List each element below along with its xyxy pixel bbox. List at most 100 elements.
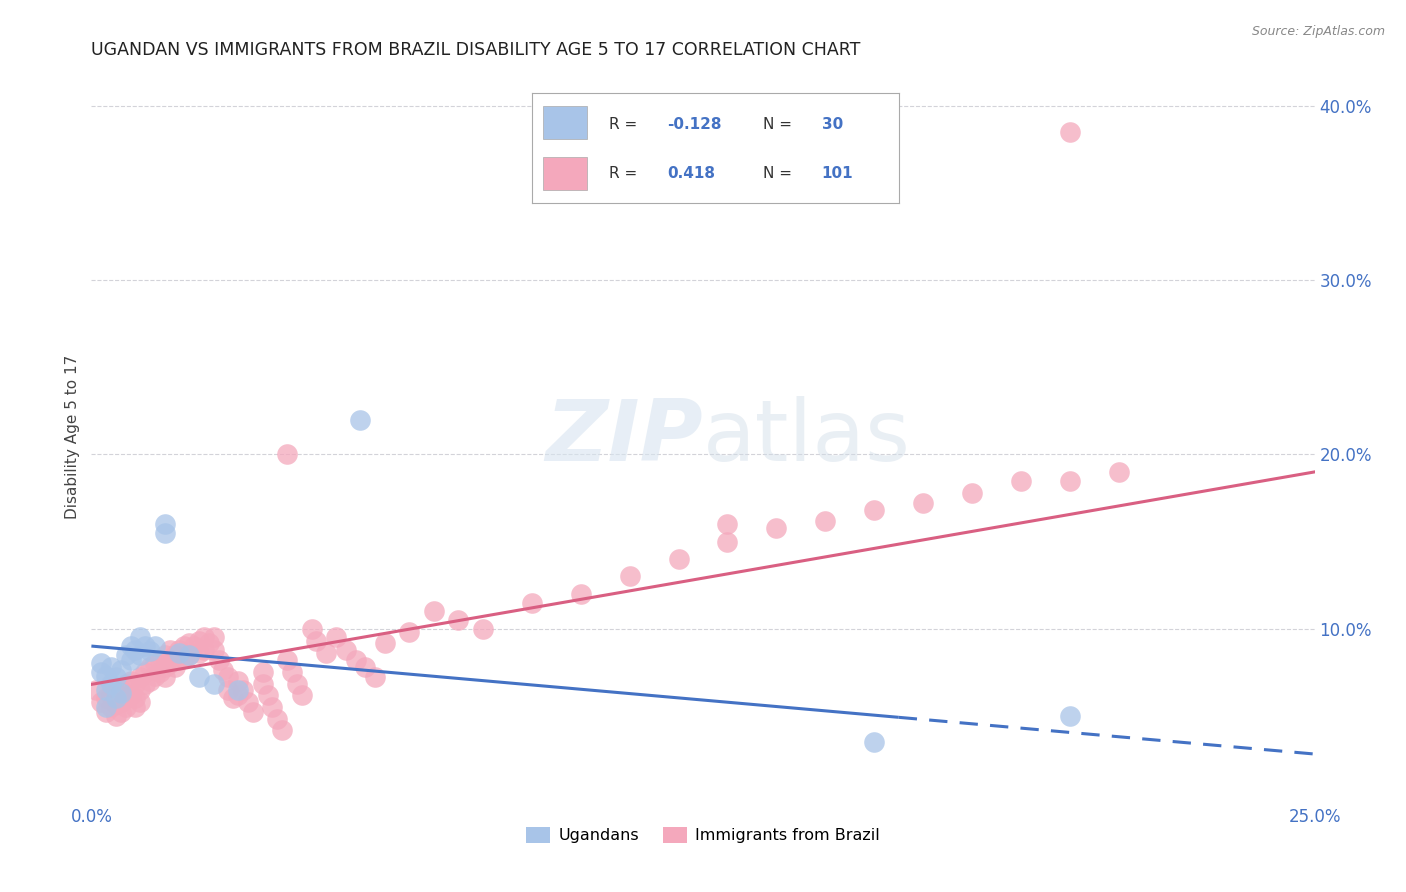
Point [110,695,132,709]
Point [100,700,122,714]
Point [236,695,259,709]
Point [569,587,592,601]
Text: ZIP: ZIP [546,395,703,479]
Point [149,665,172,680]
Point [960,485,983,500]
Point [124,677,146,691]
Point [153,525,176,540]
Point [114,648,136,662]
Point [120,673,142,688]
Point [129,631,152,645]
Point [169,646,191,660]
Point [315,646,337,660]
Point [124,700,146,714]
Point [276,448,298,462]
Point [188,646,211,660]
Point [179,648,201,662]
Point [94,668,117,682]
Point [143,657,166,671]
Point [173,639,195,653]
Point [153,648,176,662]
Point [202,631,225,645]
Point [262,700,284,714]
Point [193,631,215,645]
Point [104,686,127,700]
Point [423,604,446,618]
Y-axis label: Disability Age 5 to 17: Disability Age 5 to 17 [65,355,80,519]
Point [110,686,132,700]
Point [1059,125,1081,139]
Point [114,700,136,714]
Point [153,670,176,684]
Point [134,639,156,653]
Point [716,517,738,532]
Point [619,569,641,583]
Point [149,653,172,667]
Point [305,633,328,648]
Point [344,653,367,667]
Point [110,682,132,697]
Point [276,653,298,667]
Point [1108,465,1130,479]
Point [863,735,886,749]
Point [179,648,201,662]
Point [179,635,201,649]
Point [447,613,470,627]
Point [104,708,127,723]
Point [169,642,191,657]
Point [226,688,249,702]
Legend: Ugandans, Immigrants from Brazil: Ugandans, Immigrants from Brazil [520,821,886,850]
Point [129,682,152,697]
Point [1010,474,1032,488]
Point [110,664,132,678]
Point [100,688,122,702]
Point [226,673,249,688]
Point [90,657,112,671]
Point [232,682,254,697]
Point [94,700,117,714]
Point [104,691,127,706]
Point [252,677,274,691]
Point [124,691,146,706]
Point [198,635,221,649]
Point [354,660,377,674]
Point [335,642,357,657]
Text: atlas: atlas [703,395,911,479]
Point [242,705,264,719]
Point [188,633,211,648]
Point [471,622,494,636]
Point [374,635,396,649]
Point [114,691,136,706]
Point [266,712,288,726]
Point [134,665,156,680]
Point [291,688,314,702]
Point [84,682,107,697]
Point [143,639,166,653]
Point [173,651,195,665]
Point [124,642,146,657]
Point [143,668,166,682]
Point [129,648,152,662]
Point [153,517,176,532]
Point [668,552,690,566]
Point [301,622,323,636]
Point [129,695,152,709]
Point [139,660,162,674]
Point [94,705,117,719]
Point [114,677,136,691]
Point [120,639,142,653]
Point [193,642,215,657]
Point [153,660,176,674]
Text: UGANDAN VS IMMIGRANTS FROM BRAZIL DISABILITY AGE 5 TO 17 CORRELATION CHART: UGANDAN VS IMMIGRANTS FROM BRAZIL DISABI… [91,41,860,59]
Point [226,682,249,697]
Point [281,665,304,680]
Point [716,534,738,549]
Point [120,653,142,667]
Point [212,664,235,678]
Point [217,682,239,697]
Point [110,705,132,719]
Point [252,665,274,680]
Point [520,595,543,609]
Point [120,688,142,702]
Point [169,653,191,667]
